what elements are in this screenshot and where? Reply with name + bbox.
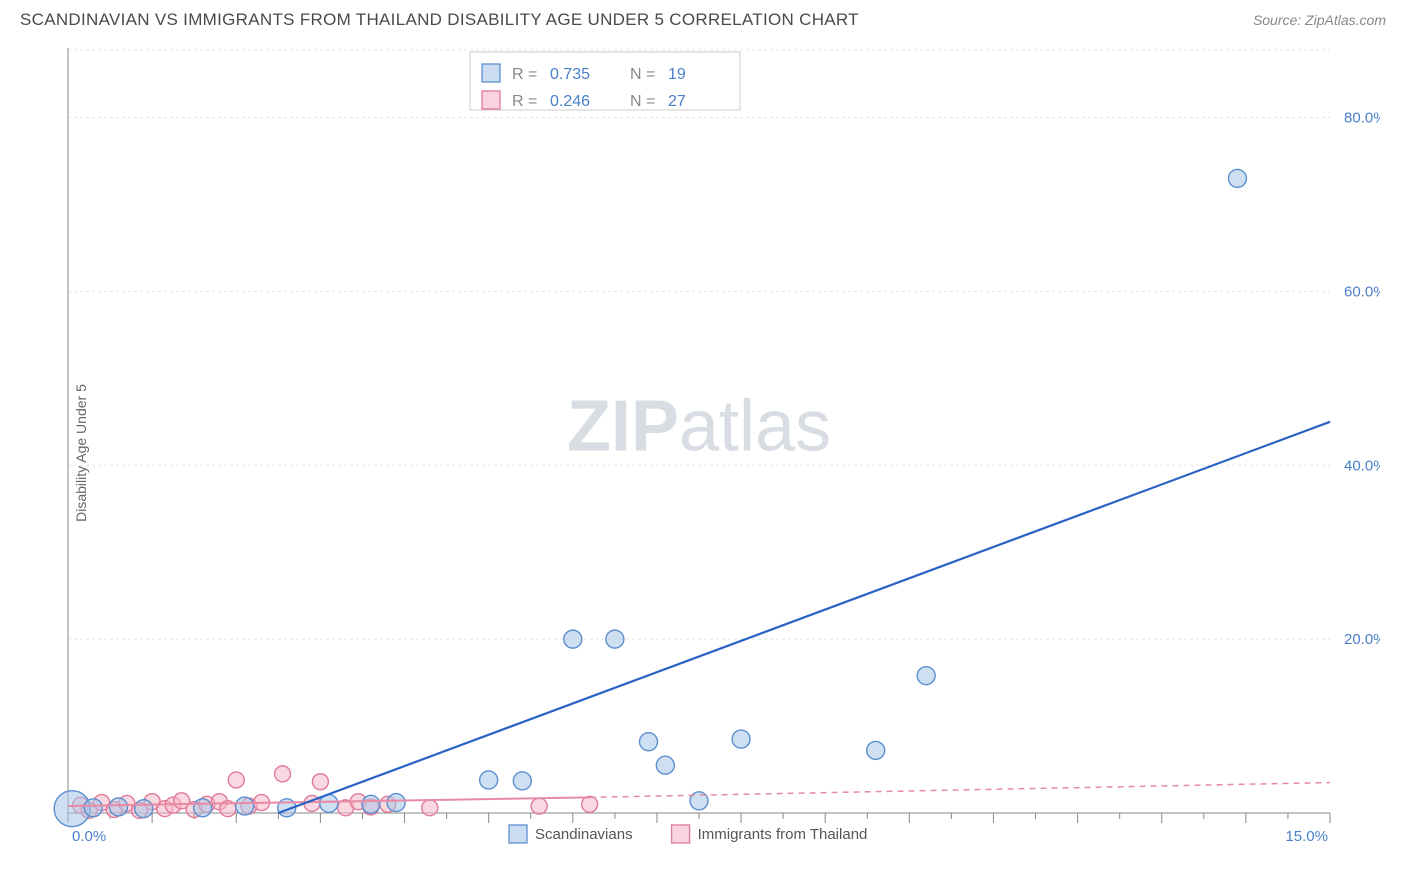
correlation-chart: ZIPatlas 20.0% 40.0% 60.0% 80.0% 0.0% 15.0% R =… (20, 38, 1380, 868)
legend-n-value: 19 (668, 66, 686, 83)
legend-r-label: R = (512, 66, 537, 83)
legend-series-label: Immigrants from Thailand (698, 826, 868, 843)
data-point (582, 796, 598, 812)
data-point (275, 766, 291, 782)
x-tick-label: 0.0% (72, 828, 106, 845)
trend-line-a (278, 422, 1330, 813)
y-tick-label: 40.0% (1344, 457, 1380, 474)
data-point (917, 667, 935, 685)
data-point (236, 797, 254, 815)
chart-title: SCANDINAVIAN VS IMMIGRANTS FROM THAILAND… (20, 10, 859, 30)
data-point (480, 771, 498, 789)
legend-r-label: R = (512, 93, 537, 110)
legend-n-label: N = (630, 66, 655, 83)
data-point (640, 733, 658, 751)
data-point (312, 774, 328, 790)
chart-source: Source: ZipAtlas.com (1253, 12, 1386, 28)
data-point (867, 741, 885, 759)
legend-n-label: N = (630, 93, 655, 110)
data-point (387, 794, 405, 812)
legend-swatch (509, 825, 527, 843)
data-point (422, 800, 438, 816)
data-point (84, 799, 102, 817)
y-tick-label: 80.0% (1344, 110, 1380, 127)
y-tick-label: 20.0% (1344, 631, 1380, 648)
trend-line-b-extrap (590, 783, 1330, 798)
legend-swatch (672, 825, 690, 843)
legend-r-value: 0.246 (550, 93, 590, 110)
y-tick-label: 60.0% (1344, 283, 1380, 300)
data-point (513, 772, 531, 790)
legend-swatch (482, 91, 500, 109)
y-axis-label: Disability Age Under 5 (73, 384, 89, 522)
data-point (1228, 169, 1246, 187)
legend-swatch (482, 64, 500, 82)
x-tick-label: 15.0% (1285, 828, 1328, 845)
legend-series-label: Scandinavians (535, 826, 633, 843)
data-point (135, 800, 153, 818)
legend-r-value: 0.735 (550, 66, 590, 83)
data-point (109, 798, 127, 816)
data-point (362, 795, 380, 813)
data-point (564, 630, 582, 648)
chart-header: SCANDINAVIAN VS IMMIGRANTS FROM THAILAND… (0, 0, 1406, 38)
data-point (732, 730, 750, 748)
svg-text:ZIPatlas: ZIPatlas (567, 387, 831, 467)
data-point (228, 772, 244, 788)
legend-stats (470, 52, 740, 110)
legend-n-value: 27 (668, 93, 686, 110)
data-point (656, 756, 674, 774)
chart-container: Disability Age Under 5 ZIPatlas 20.0% 40.0… (20, 38, 1386, 868)
data-point (531, 798, 547, 814)
data-point (606, 630, 624, 648)
data-point (194, 799, 212, 817)
